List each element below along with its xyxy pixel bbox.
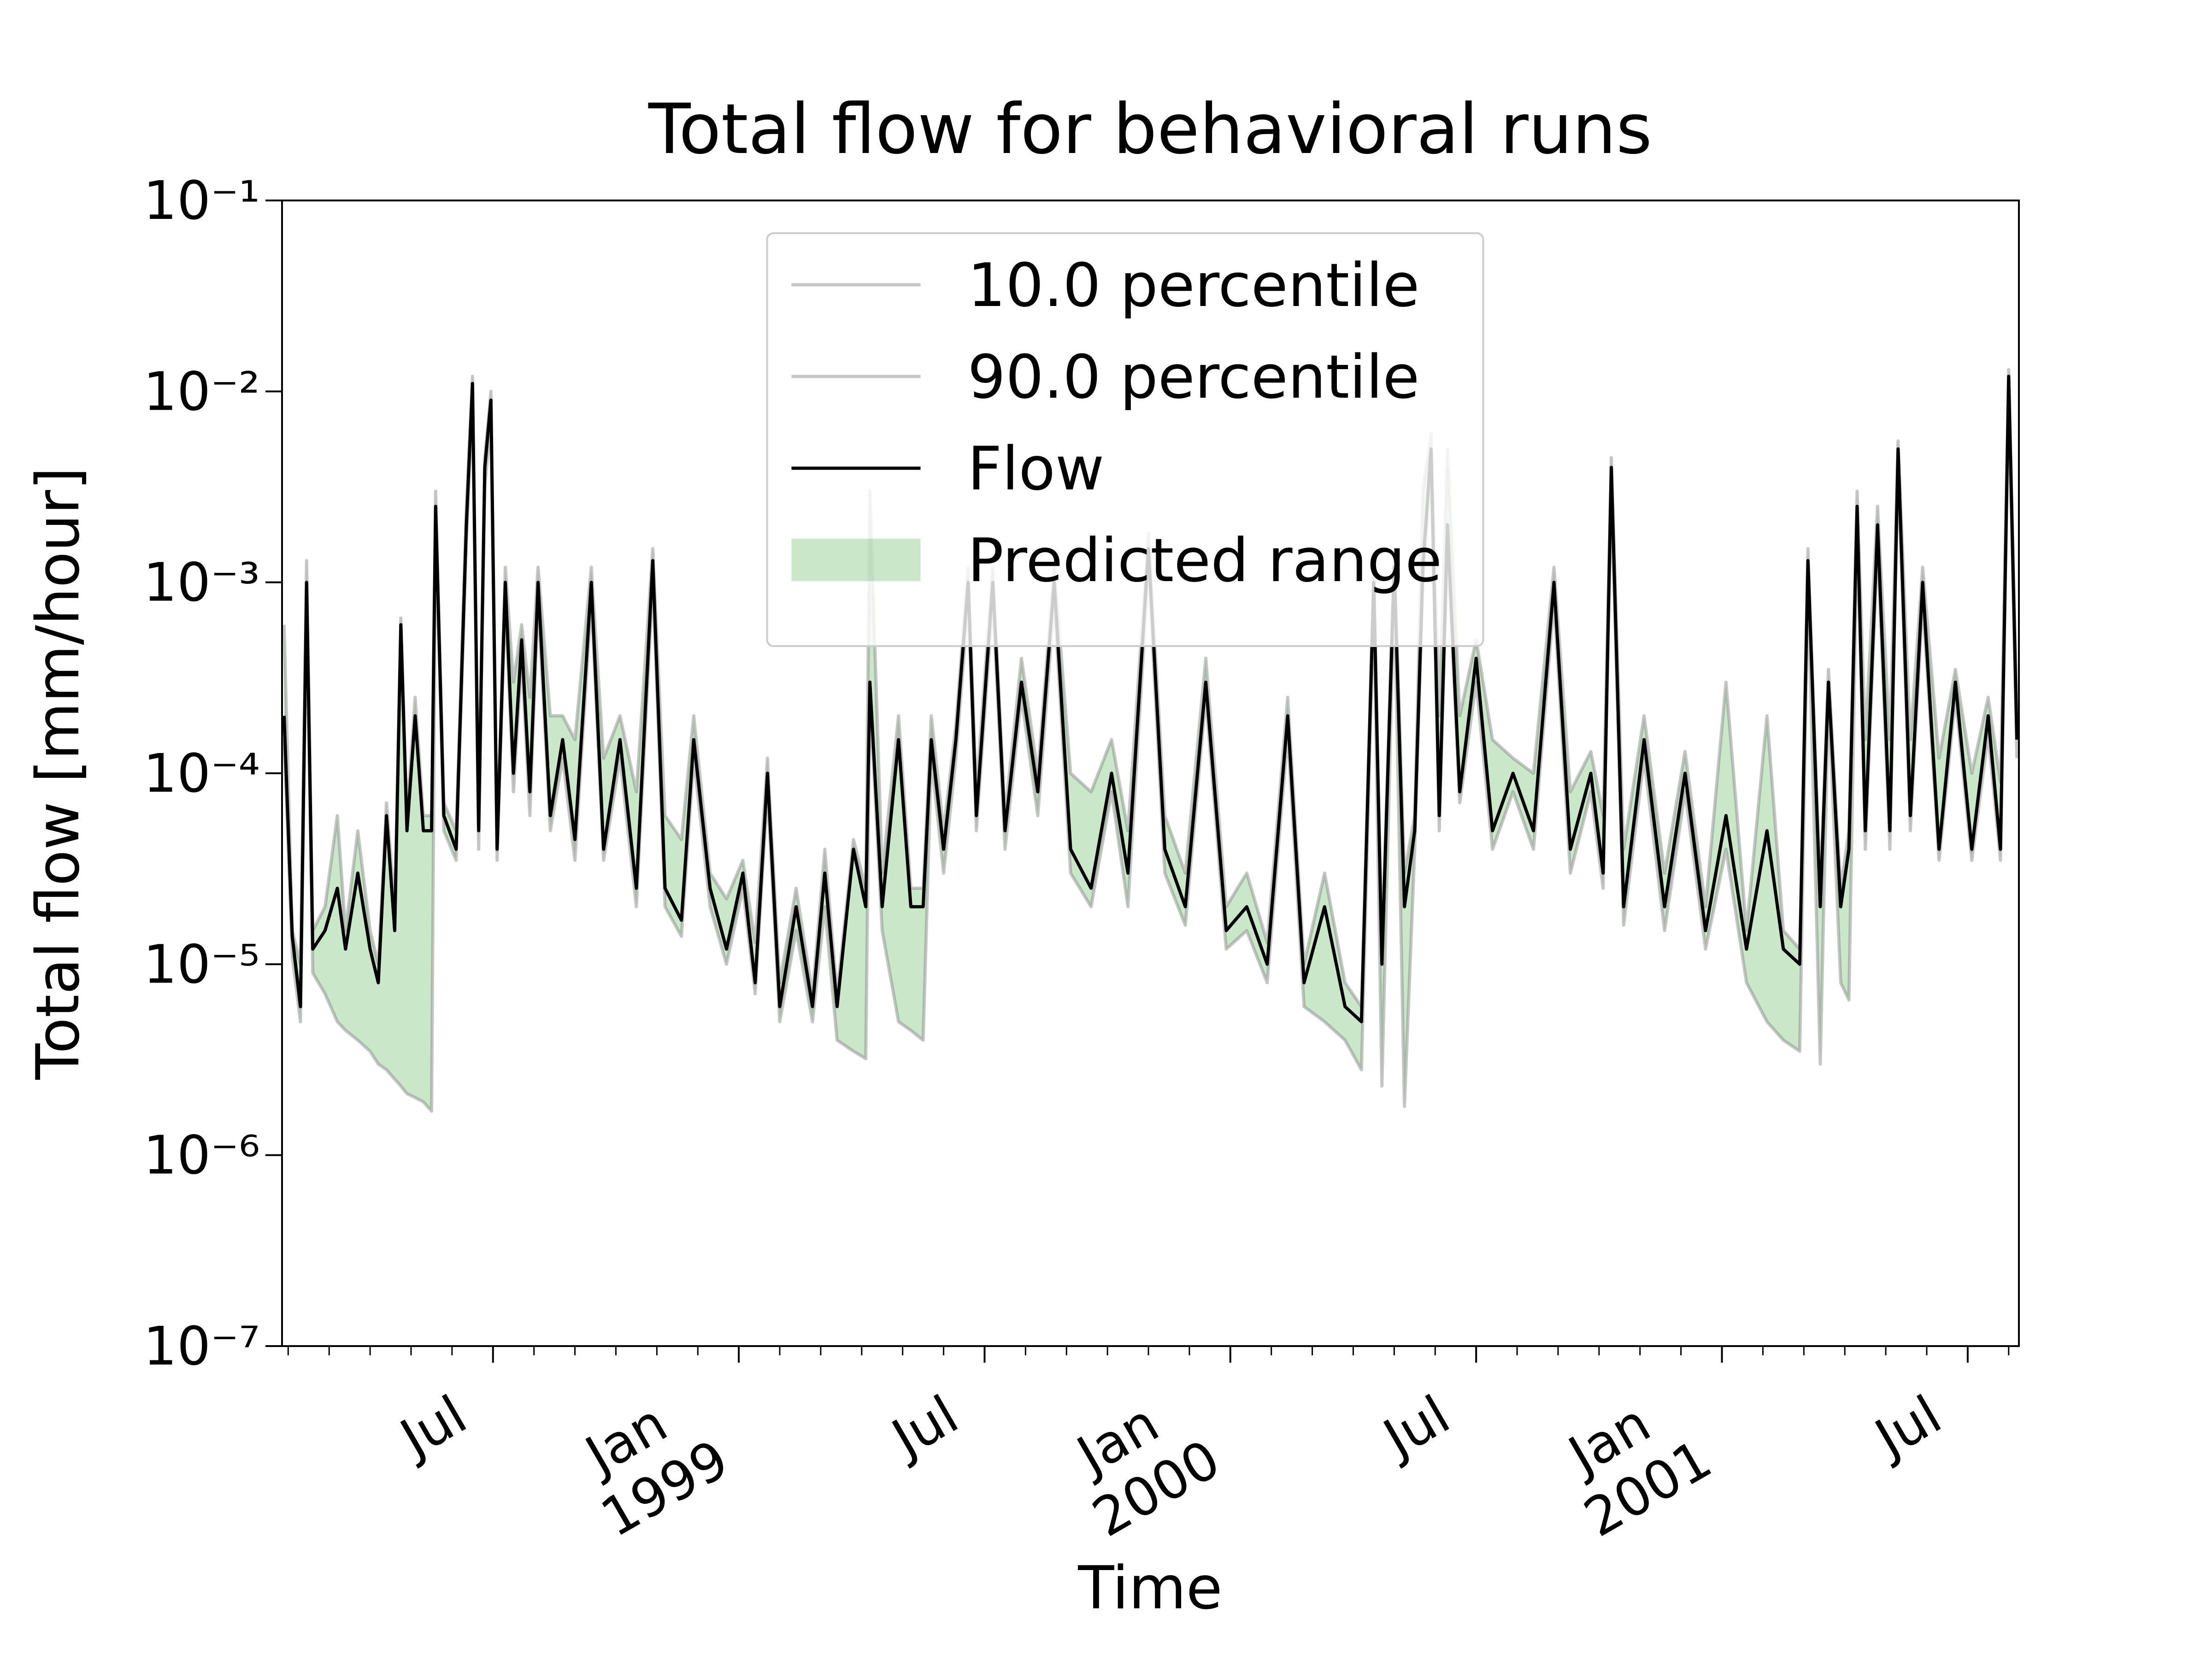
y-tick-label: 10⁻⁴ xyxy=(143,743,260,805)
predicted-range xyxy=(284,370,2017,1112)
legend-label: 10.0 percentile xyxy=(968,250,1420,320)
y-tick-label: 10⁻¹ xyxy=(143,170,260,232)
y-tick-label: 10⁻⁵ xyxy=(143,934,260,995)
y-tick-label: 10⁻⁷ xyxy=(143,1316,260,1377)
y-tick-label: 10⁻⁶ xyxy=(143,1125,260,1187)
legend-label: 90.0 percentile xyxy=(968,342,1420,412)
y-tick-label: 10⁻² xyxy=(143,361,260,423)
chart-title: Total flow for behavioral runs xyxy=(648,89,1652,170)
y-tick-label: 10⁻³ xyxy=(143,552,260,614)
legend-label: Predicted range xyxy=(968,525,1442,595)
plot-frame xyxy=(281,200,2020,1347)
x-axis-label: Time xyxy=(1077,1554,1222,1623)
legend-patch xyxy=(791,539,921,581)
legend-label: Flow xyxy=(968,434,1105,504)
series-line xyxy=(282,375,2019,1024)
legend-box xyxy=(766,232,1484,647)
y-axis-label: Total flow [mm/hour] xyxy=(24,467,93,1080)
